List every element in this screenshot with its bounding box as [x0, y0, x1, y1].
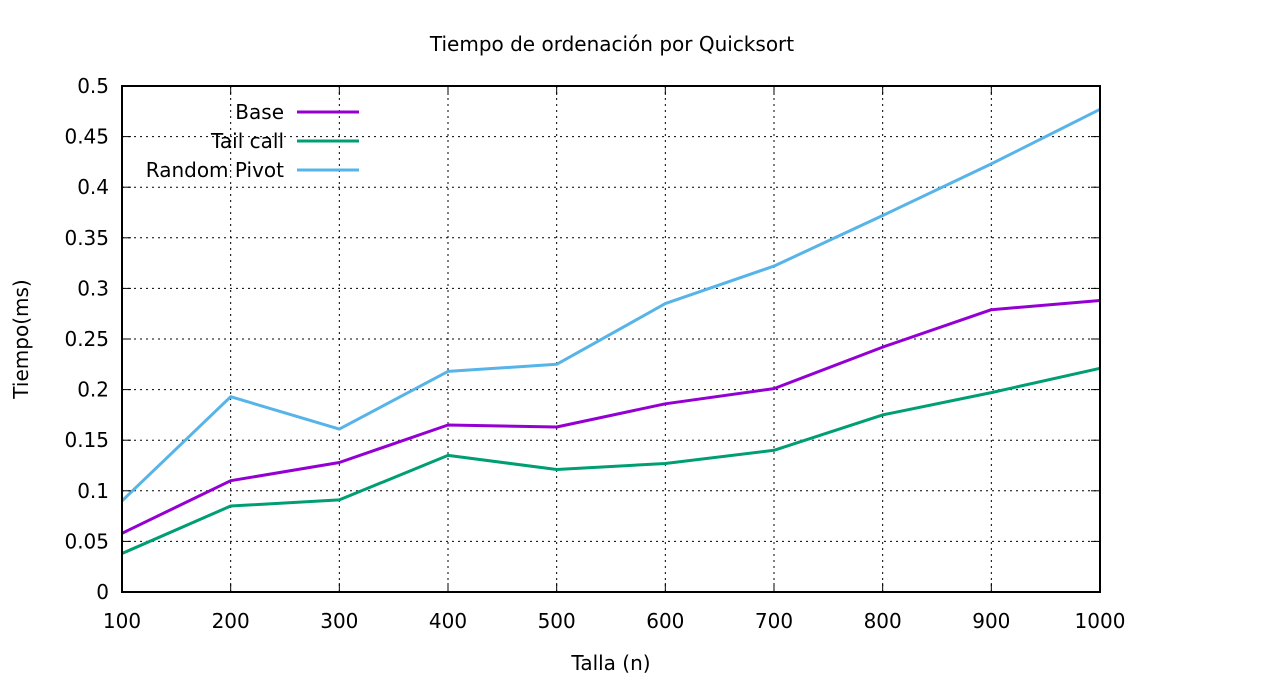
y-tick-label: 0.35: [64, 226, 109, 250]
legend: Base Tail call Random Pivot: [146, 100, 359, 182]
y-tick-label: 0.15: [64, 428, 109, 452]
x-tick-label: 700: [755, 609, 793, 633]
x-tick-label: 200: [212, 609, 250, 633]
x-tick-label: 1000: [1075, 609, 1126, 633]
x-tick-label: 400: [429, 609, 467, 633]
y-tick-label: 0.2: [77, 378, 109, 402]
axis-ticks: 100 200 300 400 500 600 700 800 900 1000 0 0.05 0.1 0…: [64, 74, 1125, 633]
legend-label: Tail call: [210, 129, 284, 153]
x-tick-label: 500: [538, 609, 576, 633]
legend-label: Random Pivot: [146, 158, 284, 182]
y-tick-label: 0.5: [77, 74, 109, 98]
chart-title: Tiempo de ordenación por Quicksort: [429, 32, 794, 56]
x-tick-label: 300: [320, 609, 358, 633]
y-tick-label: 0.25: [64, 327, 109, 351]
y-tick-label: 0.1: [77, 479, 109, 503]
y-tick-label: 0.4: [77, 175, 109, 199]
series-line-random-pivot: [120, 107, 1101, 502]
x-axis-label: Talla (n): [570, 651, 650, 675]
y-tick-label: 0.45: [64, 125, 109, 149]
y-tick-label: 0: [96, 580, 109, 604]
grid: [122, 86, 1100, 592]
legend-label: Base: [235, 100, 284, 124]
x-tick-label: 900: [972, 609, 1010, 633]
y-tick-label: 0.05: [64, 529, 109, 553]
y-axis-label: Tiempo(ms): [9, 279, 33, 399]
x-tick-label: 800: [864, 609, 902, 633]
series-line-tail-call: [121, 366, 1101, 555]
series-lines: [120, 107, 1101, 555]
x-tick-label: 100: [103, 609, 141, 633]
series-line-base: [121, 299, 1101, 535]
y-tick-label: 0.3: [77, 276, 109, 300]
x-tick-label: 600: [646, 609, 684, 633]
